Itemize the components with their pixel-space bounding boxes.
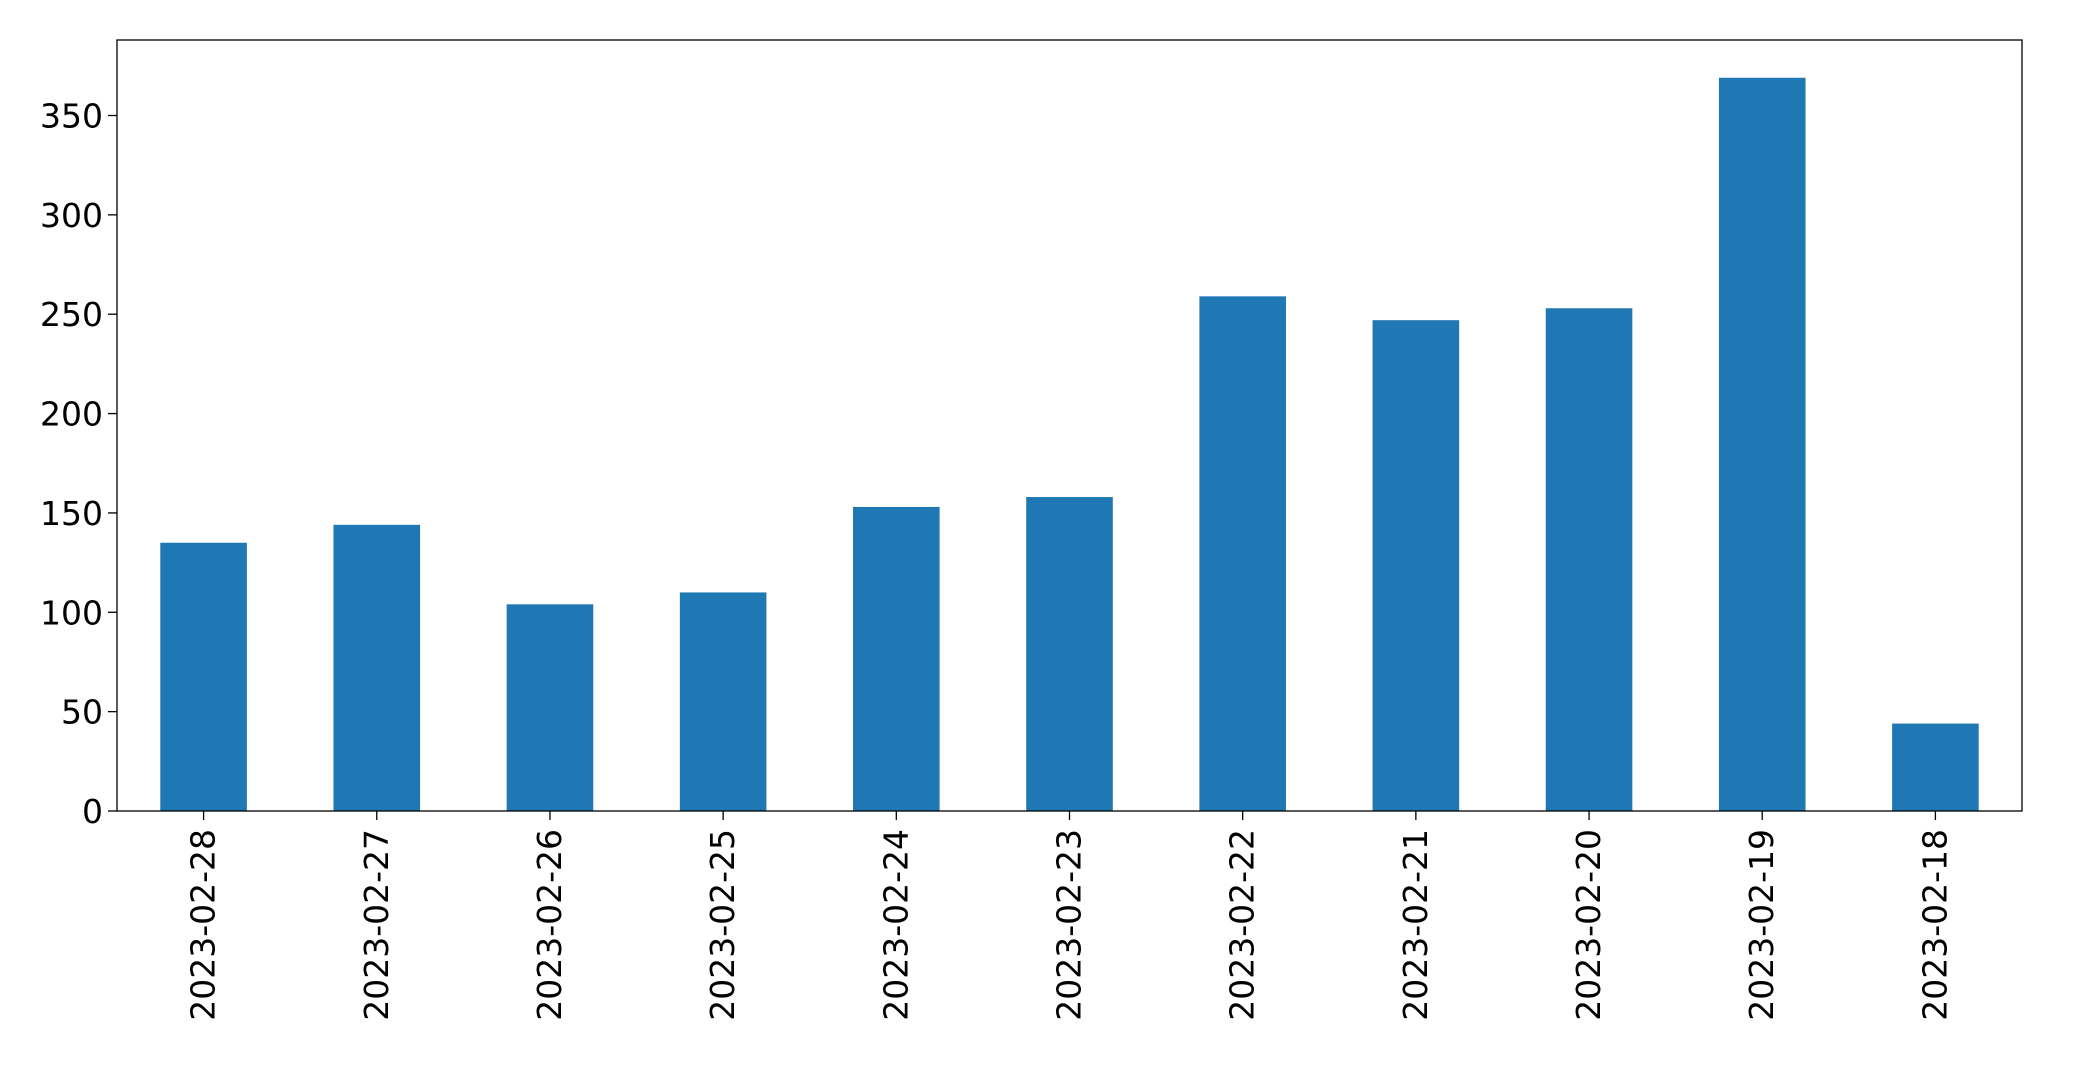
y-tick-label: 250 xyxy=(40,295,103,334)
x-tick-label: 2023-02-23 xyxy=(1050,829,1089,1021)
bars xyxy=(160,77,1979,812)
x-tick-label: 2023-02-28 xyxy=(184,829,223,1021)
y-tick-label: 100 xyxy=(40,593,103,632)
x-tick-label: 2023-02-18 xyxy=(1915,829,1954,1021)
y-tick-label: 200 xyxy=(40,395,103,434)
x-tick-label: 2023-02-19 xyxy=(1742,829,1781,1021)
bar-2023-02-19 xyxy=(1718,77,1806,812)
x-tick-label: 2023-02-21 xyxy=(1396,829,1435,1021)
x-axis: 2023-02-28 2023-02-27 2023-02-26 2023-02-25… xyxy=(184,811,1954,1021)
x-tick-label: 2023-02-24 xyxy=(876,829,915,1021)
bar-2023-02-20 xyxy=(1545,308,1633,811)
x-tick-label: 2023-02-20 xyxy=(1569,829,1608,1021)
bar-2023-02-28 xyxy=(160,542,247,811)
y-tick-label: 0 xyxy=(82,792,103,831)
plot-frame xyxy=(116,39,2023,812)
bar-2023-02-26 xyxy=(506,604,594,811)
bar-2023-02-27 xyxy=(333,524,421,811)
bar-2023-02-21 xyxy=(1372,320,1460,811)
bar-2023-02-18 xyxy=(1892,723,1979,811)
x-tick-label: 2023-02-26 xyxy=(530,829,569,1021)
x-tick-label: 2023-02-27 xyxy=(357,829,396,1021)
y-tick-label: 300 xyxy=(40,196,103,235)
x-tick-label: 2023-02-25 xyxy=(703,829,742,1021)
x-tick-label: 2023-02-22 xyxy=(1223,829,1262,1021)
bar-2023-02-24 xyxy=(853,506,940,811)
y-tick-label: 50 xyxy=(61,693,103,732)
y-tick-label: 150 xyxy=(40,494,103,533)
bar-2023-02-25 xyxy=(679,592,767,811)
bar-2023-02-23 xyxy=(1026,497,1113,811)
bar-2023-02-22 xyxy=(1199,296,1286,811)
y-tick-label: 350 xyxy=(40,97,103,136)
y-axis: 0 50 100 150 200 250 300 350 xyxy=(40,97,117,831)
